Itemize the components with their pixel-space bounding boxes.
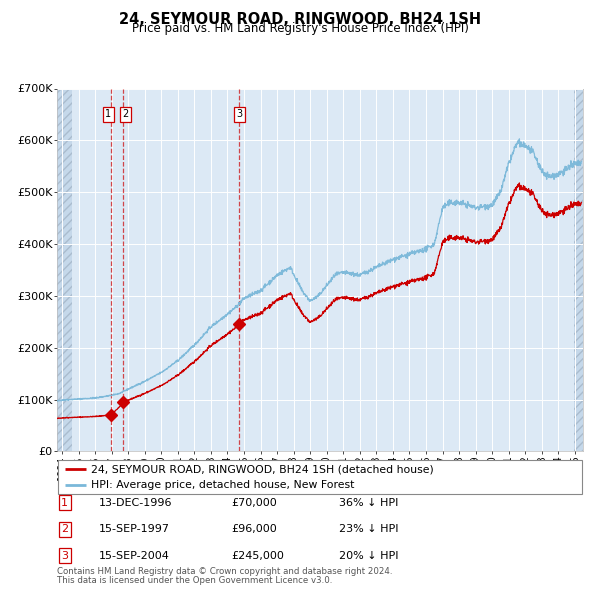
Bar <box>574 88 583 451</box>
Text: Contains HM Land Registry data © Crown copyright and database right 2024.: Contains HM Land Registry data © Crown c… <box>57 568 392 576</box>
Text: This data is licensed under the Open Government Licence v3.0.: This data is licensed under the Open Gov… <box>57 576 332 585</box>
Text: £70,000: £70,000 <box>231 498 277 507</box>
Text: 23% ↓ HPI: 23% ↓ HPI <box>339 525 398 534</box>
Text: £245,000: £245,000 <box>231 551 284 560</box>
Text: £96,000: £96,000 <box>231 525 277 534</box>
Text: 36% ↓ HPI: 36% ↓ HPI <box>339 498 398 507</box>
Text: 13-DEC-1996: 13-DEC-1996 <box>99 498 173 507</box>
Text: 2: 2 <box>123 109 129 119</box>
Bar <box>57 88 71 451</box>
Text: 15-SEP-1997: 15-SEP-1997 <box>99 525 170 534</box>
Text: 3: 3 <box>61 551 68 560</box>
FancyBboxPatch shape <box>58 460 582 494</box>
Text: 2: 2 <box>61 525 68 534</box>
Text: 24, SEYMOUR ROAD, RINGWOOD, BH24 1SH: 24, SEYMOUR ROAD, RINGWOOD, BH24 1SH <box>119 12 481 27</box>
Text: 24, SEYMOUR ROAD, RINGWOOD, BH24 1SH (detached house): 24, SEYMOUR ROAD, RINGWOOD, BH24 1SH (de… <box>91 464 434 474</box>
Text: 1: 1 <box>105 109 112 119</box>
Text: Price paid vs. HM Land Registry's House Price Index (HPI): Price paid vs. HM Land Registry's House … <box>131 22 469 35</box>
Text: 20% ↓ HPI: 20% ↓ HPI <box>339 551 398 560</box>
Text: 15-SEP-2004: 15-SEP-2004 <box>99 551 170 560</box>
Text: HPI: Average price, detached house, New Forest: HPI: Average price, detached house, New … <box>91 480 355 490</box>
Text: 3: 3 <box>236 109 242 119</box>
Text: 1: 1 <box>61 498 68 507</box>
